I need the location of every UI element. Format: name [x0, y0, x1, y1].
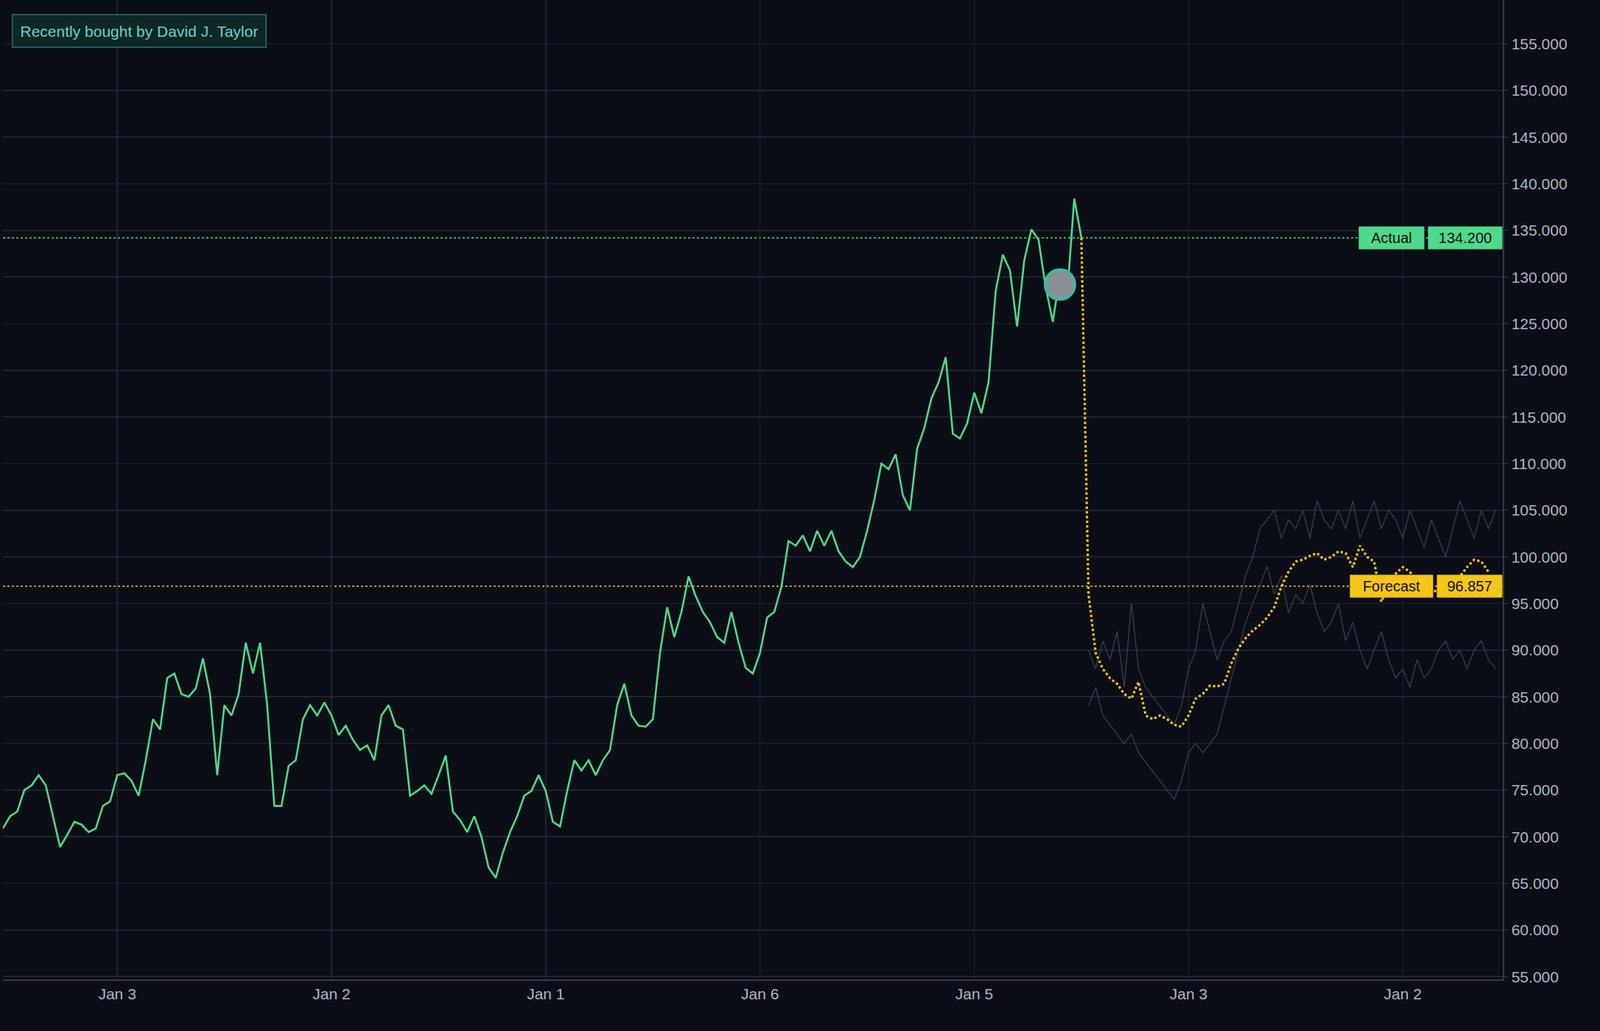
- svg-text:85.000: 85.000: [1511, 688, 1559, 706]
- svg-text:105.000: 105.000: [1511, 501, 1568, 519]
- svg-text:Actual: Actual: [1370, 229, 1413, 247]
- svg-text:130.000: 130.000: [1511, 268, 1568, 286]
- svg-text:55.000: 55.000: [1511, 968, 1559, 986]
- svg-text:120.000: 120.000: [1511, 361, 1568, 379]
- svg-text:Recently bought by David J. Ta: Recently bought by David J. Taylor: [20, 22, 259, 40]
- svg-text:155.000: 155.000: [1511, 35, 1568, 53]
- svg-text:100.000: 100.000: [1511, 548, 1568, 566]
- svg-text:Jan 3: Jan 3: [97, 985, 136, 1003]
- svg-text:115.000: 115.000: [1511, 408, 1567, 426]
- svg-text:96.857: 96.857: [1446, 578, 1492, 595]
- svg-text:140.000: 140.000: [1511, 175, 1568, 193]
- svg-text:75.000: 75.000: [1511, 781, 1559, 799]
- svg-text:60.000: 60.000: [1511, 921, 1559, 939]
- svg-text:135.000: 135.000: [1511, 221, 1568, 239]
- svg-text:70.000: 70.000: [1511, 828, 1559, 846]
- svg-text:150.000: 150.000: [1511, 81, 1568, 99]
- svg-text:110.000: 110.000: [1511, 455, 1567, 473]
- svg-text:145.000: 145.000: [1511, 128, 1568, 146]
- svg-text:Jan 5: Jan 5: [955, 985, 994, 1003]
- svg-text:Jan 6: Jan 6: [741, 985, 779, 1003]
- svg-text:Forecast: Forecast: [1362, 578, 1421, 595]
- svg-text:95.000: 95.000: [1511, 595, 1559, 613]
- svg-text:Jan 2: Jan 2: [312, 985, 350, 1003]
- svg-text:Jan 3: Jan 3: [1169, 985, 1208, 1003]
- svg-text:90.000: 90.000: [1511, 641, 1559, 659]
- svg-text:Jan 1: Jan 1: [526, 985, 565, 1003]
- svg-text:Jan 2: Jan 2: [1384, 985, 1422, 1003]
- svg-text:65.000: 65.000: [1511, 875, 1559, 893]
- svg-text:134.200: 134.200: [1438, 229, 1492, 247]
- svg-text:125.000: 125.000: [1511, 315, 1568, 333]
- svg-text:80.000: 80.000: [1511, 735, 1559, 753]
